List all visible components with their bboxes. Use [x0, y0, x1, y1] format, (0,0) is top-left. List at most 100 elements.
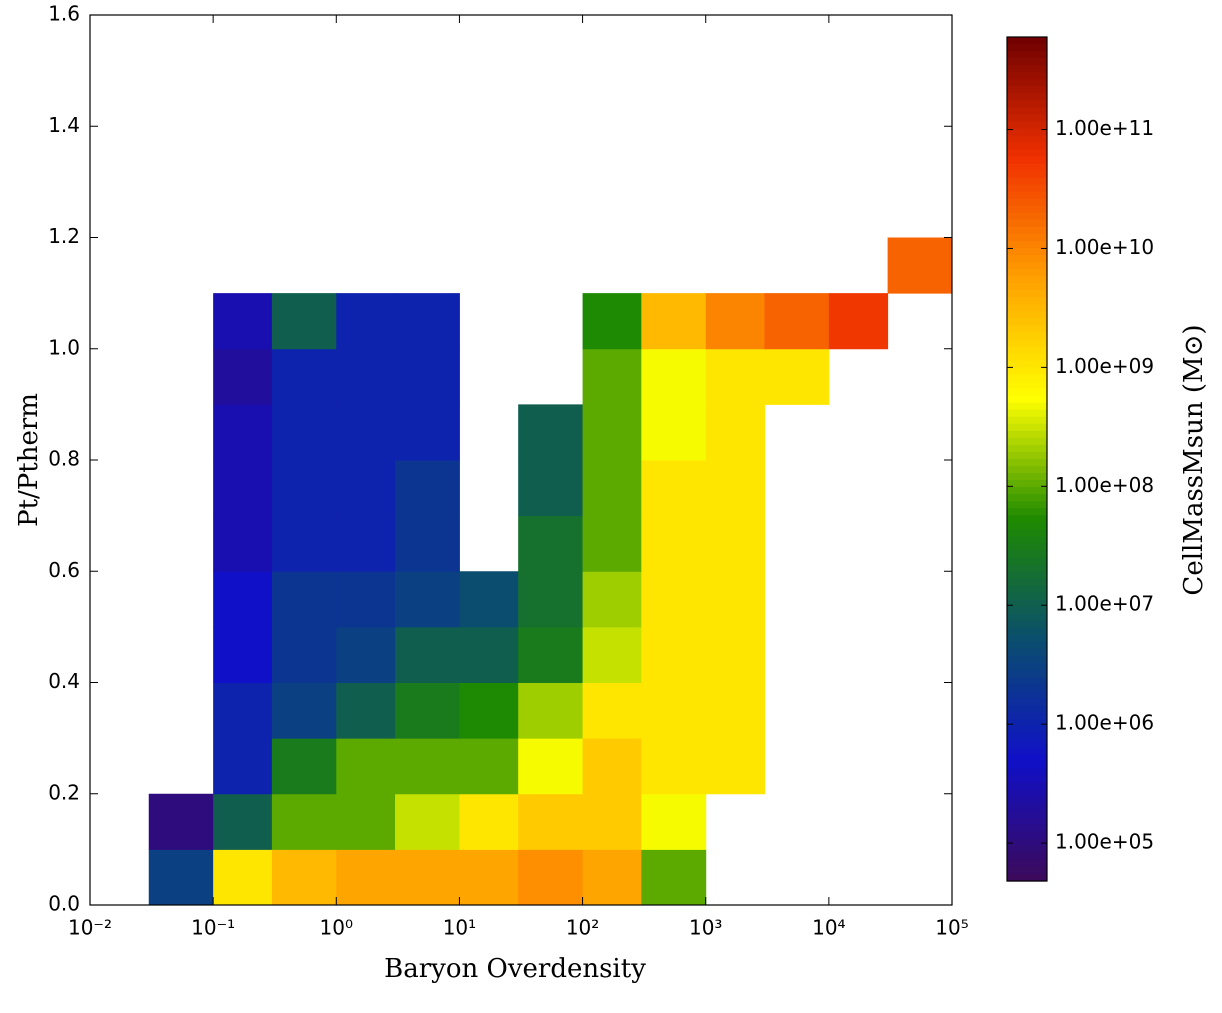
colorbar-segment: [1007, 381, 1047, 390]
heatmap-cell: [641, 793, 707, 850]
colorbar-segment: [1007, 248, 1047, 256]
y-tick-label: 1.6: [48, 2, 80, 26]
colorbar-segment: [1007, 508, 1047, 516]
colorbar-segment: [1007, 803, 1047, 812]
heatmap-cell: [336, 460, 396, 517]
colorbar-segment: [1007, 100, 1047, 108]
colorbar-segment: [1007, 79, 1047, 87]
colorbar-segment: [1007, 318, 1047, 326]
heatmap-cell: [213, 793, 273, 850]
heatmap-cell: [336, 626, 396, 683]
heatmap-cell: [582, 793, 642, 850]
colorbar-segment: [1007, 480, 1047, 488]
heatmap-cells: [148, 237, 953, 906]
heatmap-cell: [459, 793, 519, 850]
colorbar-segment: [1007, 550, 1047, 559]
heatmap-cell: [336, 738, 396, 795]
heatmap-cell: [582, 460, 642, 517]
colorbar-segment: [1007, 451, 1047, 460]
colorbar-segment: [1007, 747, 1047, 755]
heatmap-cell: [582, 738, 642, 795]
colorbar-segment: [1007, 128, 1047, 137]
colorbar-segment: [1007, 620, 1047, 629]
heatmap-cell: [518, 626, 584, 683]
heatmap-cell: [641, 738, 707, 795]
heatmap-cell: [271, 571, 337, 628]
colorbar-segment: [1007, 782, 1047, 791]
heatmap-cell: [336, 293, 396, 350]
colorbar-segment: [1007, 367, 1047, 376]
colorbar-segment: [1007, 775, 1047, 784]
heatmap-cell: [213, 682, 273, 739]
colorbar-segment: [1007, 276, 1047, 284]
heatmap-cell: [213, 293, 273, 350]
x-tick-label: 10⁻¹: [191, 916, 235, 940]
heatmap-cell: [271, 515, 337, 572]
colorbar-segment: [1007, 374, 1047, 383]
heatmap-cell: [395, 293, 460, 350]
colorbar-segment: [1007, 304, 1047, 312]
x-tick-label: 10²: [566, 916, 599, 940]
heatmap-cell: [887, 237, 953, 294]
y-tick-label: 0.0: [48, 892, 80, 916]
y-tick-label: 0.8: [48, 447, 80, 471]
heatmap-cell: [395, 738, 460, 795]
colorbar-segment: [1007, 817, 1047, 826]
colorbar-segment: [1007, 416, 1047, 425]
heatmap-cell: [148, 849, 214, 906]
heatmap-cell: [271, 460, 337, 517]
heatmap-cell: [395, 460, 460, 517]
colorbar-segment: [1007, 459, 1047, 467]
colorbar-segment: [1007, 873, 1047, 882]
colorbar-segment: [1007, 655, 1047, 664]
colorbar-segment: [1007, 353, 1047, 362]
colorbar-segment: [1007, 58, 1047, 66]
colorbar-segment: [1007, 585, 1047, 594]
colorbar-segment: [1007, 346, 1047, 355]
x-tick-label: 10¹: [443, 916, 476, 940]
colorbar-segment: [1007, 184, 1047, 193]
heatmap-cell: [641, 348, 707, 405]
heatmap-cell: [395, 515, 460, 572]
heatmap-cell: [705, 404, 765, 461]
y-tick-label: 0.4: [48, 669, 80, 693]
heatmap-cell: [271, 849, 337, 906]
colorbar-segment: [1007, 522, 1047, 530]
heatmap-cell: [395, 793, 460, 850]
colorbar-segment: [1007, 37, 1047, 45]
colorbar-segment: [1007, 339, 1047, 348]
colorbar-segment: [1007, 740, 1047, 748]
heatmap-cell: [582, 626, 642, 683]
colorbar-segment: [1007, 311, 1047, 319]
heatmap-cell: [705, 293, 765, 350]
heatmap-cell: [705, 348, 765, 405]
colorbar-segment: [1007, 360, 1047, 369]
heatmap-cell: [518, 515, 584, 572]
colorbar-segment: [1007, 726, 1047, 734]
heatmap-cell: [582, 348, 642, 405]
colorbar-segment: [1007, 437, 1047, 446]
colorbar-segment: [1007, 494, 1047, 502]
heatmap-cell: [764, 293, 830, 350]
y-tick-label: 1.0: [48, 335, 80, 359]
colorbar-segment: [1007, 233, 1047, 242]
heatmap-cell: [271, 738, 337, 795]
colorbar-tick-label: 1.00e+08: [1055, 473, 1154, 497]
colorbar-segment: [1007, 107, 1047, 115]
colorbar-segment: [1007, 536, 1047, 544]
heatmap-cell: [641, 682, 707, 739]
colorbar-segment: [1007, 219, 1047, 228]
colorbar-segment: [1007, 487, 1047, 495]
colorbar-segment: [1007, 444, 1047, 453]
heatmap-cell: [582, 849, 642, 906]
colorbar-segment: [1007, 543, 1047, 552]
heatmap-cell: [213, 849, 273, 906]
colorbar-segment: [1007, 677, 1047, 685]
heatmap-cell: [213, 404, 273, 461]
colorbar-segment: [1007, 262, 1047, 270]
heatmap-cell: [271, 793, 337, 850]
colorbar-segment: [1007, 705, 1047, 713]
heatmap-cell: [213, 626, 273, 683]
heatmap-cell: [641, 404, 707, 461]
colorbar-segment: [1007, 796, 1047, 805]
